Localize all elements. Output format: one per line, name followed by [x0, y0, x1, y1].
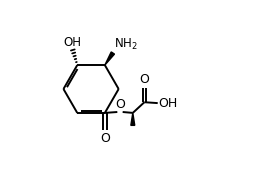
- Text: O: O: [100, 132, 110, 145]
- Polygon shape: [131, 113, 135, 125]
- Text: O: O: [115, 98, 125, 111]
- Text: OH: OH: [63, 36, 81, 49]
- Text: OH: OH: [159, 97, 178, 110]
- Text: NH$_2$: NH$_2$: [114, 37, 138, 52]
- Polygon shape: [105, 52, 115, 65]
- Text: O: O: [139, 73, 149, 86]
